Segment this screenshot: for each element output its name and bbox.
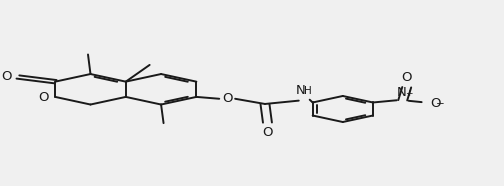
Text: +: + [405,89,412,98]
Text: N: N [397,86,407,99]
Text: O: O [1,70,12,83]
Text: O: O [430,97,440,110]
Text: O: O [39,91,49,104]
Text: H: H [304,86,311,96]
Text: O: O [222,92,232,105]
Text: O: O [402,71,412,84]
Text: −: − [436,99,445,109]
Text: N: N [296,84,305,97]
Text: O: O [262,126,273,139]
